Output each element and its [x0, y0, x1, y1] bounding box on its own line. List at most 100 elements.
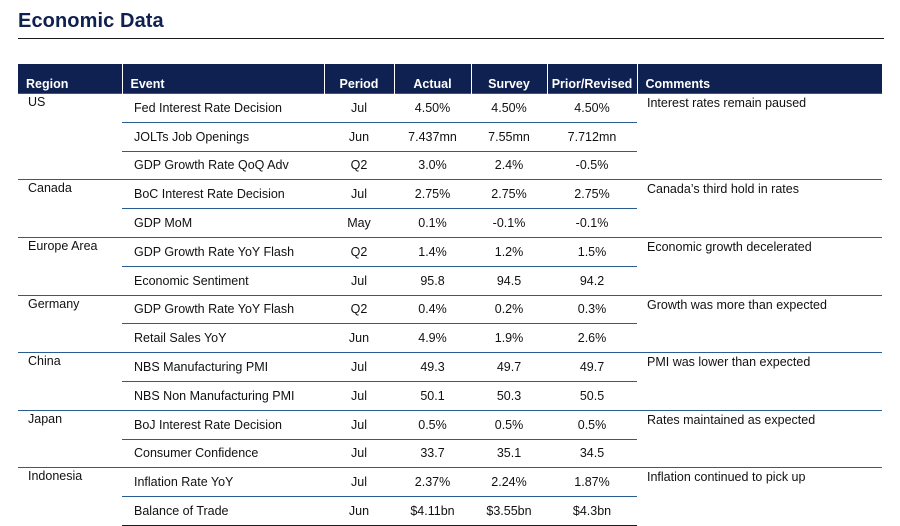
prior-revised-cell: 4.50%: [547, 93, 637, 123]
prior-revised-cell: 1.87%: [547, 467, 637, 498]
page-title: Economic Data: [18, 10, 164, 32]
column-header-region: Region: [18, 64, 122, 94]
prior-revised-cell: 2.75%: [547, 179, 637, 210]
table-body: US Fed Interest Rate Decision Jul 4.50% 4.50…: [18, 92, 882, 526]
column-header-survey: Survey: [470, 64, 547, 94]
prior-revised-cell: 50.5: [579, 388, 605, 403]
survey-cell: 7.55mn: [471, 122, 547, 152]
prior-revised-cell: -0.1%: [575, 216, 609, 231]
event-cell: JOLTs Job Openings: [122, 122, 324, 152]
economic-data-page: Economic Data Region Event Period Actual…: [18, 10, 884, 526]
period-cell: Jul: [351, 273, 367, 288]
column-header-actual: Actual: [393, 64, 471, 94]
title-divider: [18, 38, 884, 39]
actual-cell: 2.75%: [394, 179, 471, 210]
actual-cell: $4.11bn: [394, 496, 471, 526]
table-row: GDP MoM May 0.1% -0.1% -0.1%: [18, 209, 882, 238]
event-cell: GDP Growth Rate YoY Flash: [122, 294, 324, 325]
survey-cell: 35.1: [496, 446, 522, 461]
survey-cell: 2.75%: [471, 179, 547, 210]
actual-cell: 50.1: [420, 388, 445, 403]
header-row: Region Event Period Actual Survey Prior/…: [18, 64, 882, 94]
period-cell: May: [347, 216, 371, 231]
period-cell: Jun: [324, 122, 394, 152]
prior-revised-cell: 0.5%: [547, 409, 637, 440]
actual-cell: 49.3: [394, 352, 471, 382]
period-cell: Jul: [324, 409, 394, 440]
event-cell: Fed Interest Rate Decision: [122, 93, 324, 123]
period-cell: Q2: [324, 294, 394, 325]
prior-revised-cell: 49.7: [547, 352, 637, 382]
region-cell: Japan: [18, 409, 122, 468]
column-header-prior-revised: Prior/Revised: [546, 64, 637, 94]
survey-cell: 1.9%: [494, 331, 524, 346]
survey-cell: -0.1%: [492, 216, 526, 231]
actual-cell: 0.4%: [394, 294, 471, 325]
table-row: Consumer Confidence Jul 33.7 35.1 34.5: [18, 439, 882, 468]
column-header-comments: Comments: [636, 64, 882, 94]
actual-cell: 4.9%: [418, 331, 447, 346]
actual-cell: 4.50%: [394, 93, 471, 123]
region-cell: Canada: [18, 179, 122, 238]
event-cell: Inflation Rate YoY: [122, 467, 324, 498]
period-cell: Q2: [324, 236, 394, 267]
event-cell: Consumer Confidence: [134, 446, 259, 461]
period-cell: Jul: [324, 352, 394, 382]
period-cell: Jul: [324, 93, 394, 123]
table-row: China NBS Manufacturing PMI Jul 49.3 49.7 49.…: [18, 352, 882, 411]
period-cell: Jul: [324, 467, 394, 498]
event-cell: BoJ Interest Rate Decision: [122, 409, 324, 440]
region-cell: Germany: [18, 294, 122, 353]
period-cell: Q2: [350, 158, 368, 173]
table-row: GDP Growth Rate QoQ Adv Q2 3.0% 2.4% -0.5%: [18, 151, 882, 180]
actual-cell: 7.437mn: [394, 122, 471, 152]
prior-revised-cell: 1.5%: [547, 236, 637, 267]
event-cell: Balance of Trade: [122, 496, 324, 526]
table-row: US Fed Interest Rate Decision Jul 4.50% 4.50…: [18, 92, 882, 180]
survey-cell: 2.24%: [471, 467, 547, 498]
table-row: Europe Area GDP Growth Rate YoY Flash Q2 1.…: [18, 236, 882, 296]
column-header-event: Event: [121, 64, 324, 94]
survey-cell: 2.4%: [494, 158, 524, 173]
comment-cell: Canada’s third hold in rates: [637, 179, 882, 238]
event-cell: BoC Interest Rate Decision: [122, 179, 324, 210]
region-cell: Indonesia: [18, 467, 122, 526]
table-row: Retail Sales YoY Jun 4.9% 1.9% 2.6%: [18, 324, 882, 353]
table-row: Canada BoC Interest Rate Decision Jul 2.75%…: [18, 179, 882, 238]
event-cell: GDP Growth Rate YoY Flash: [122, 236, 324, 267]
comment-cell: Rates maintained as expected: [637, 409, 882, 468]
comment-cell: Economic growth decelerated: [637, 236, 882, 296]
period-cell: Jul: [324, 179, 394, 210]
prior-revised-cell: 94.2: [579, 273, 605, 288]
survey-cell: 4.50%: [471, 93, 547, 123]
event-cell: GDP Growth Rate QoQ Adv: [134, 158, 289, 173]
event-cell: NBS Non Manufacturing PMI: [134, 388, 295, 403]
event-cell: Economic Sentiment: [134, 273, 249, 288]
prior-revised-cell: $4.3bn: [547, 496, 637, 526]
actual-cell: 2.37%: [394, 467, 471, 498]
survey-cell: 0.5%: [471, 409, 547, 440]
period-cell: Jun: [324, 496, 394, 526]
table-row: Japan BoJ Interest Rate Decision Jul 0.5% 0.…: [18, 409, 882, 468]
survey-cell: 0.2%: [471, 294, 547, 325]
table-row: Economic Sentiment Jul 95.8 94.5 94.2: [18, 266, 882, 295]
prior-revised-cell: 7.712mn: [547, 122, 637, 152]
survey-cell: 1.2%: [471, 236, 547, 267]
actual-cell: 1.4%: [394, 236, 471, 267]
event-cell: NBS Manufacturing PMI: [122, 352, 324, 382]
table-row: JOLTs Job Openings Jun 7.437mn 7.55mn 7.712m…: [18, 122, 882, 152]
comment-cell: Interest rates remain paused: [637, 92, 882, 180]
comment-cell: Growth was more than expected: [637, 294, 882, 353]
survey-cell: $3.55bn: [471, 496, 547, 526]
event-cell: Retail Sales YoY: [134, 331, 227, 346]
period-cell: Jun: [348, 331, 370, 346]
prior-revised-cell: 2.6%: [577, 331, 607, 346]
survey-cell: 94.5: [496, 273, 522, 288]
region-cell: US: [18, 92, 122, 180]
actual-cell: 95.8: [420, 273, 445, 288]
actual-cell: 0.5%: [394, 409, 471, 440]
column-header-period: Period: [323, 64, 394, 94]
prior-revised-cell: 0.3%: [547, 294, 637, 325]
actual-cell: 0.1%: [418, 216, 447, 231]
economic-data-table: Region Event Period Actual Survey Prior/…: [18, 64, 882, 526]
